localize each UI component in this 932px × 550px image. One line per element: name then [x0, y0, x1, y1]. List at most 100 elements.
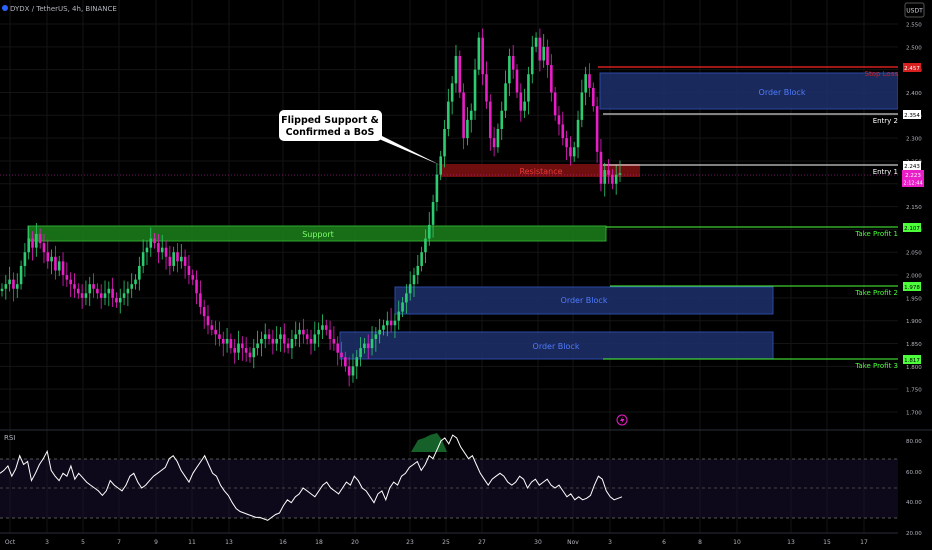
- time-tick-label: 30: [534, 539, 542, 546]
- candle-body: [557, 115, 561, 125]
- time-tick-label: 8: [698, 539, 702, 546]
- candle-body: [252, 348, 256, 358]
- candle-body: [153, 238, 156, 244]
- price-tick-label: 2.550: [906, 23, 922, 29]
- candle-body: [126, 288, 130, 294]
- time-tick-label: 15: [823, 539, 831, 546]
- candle-body: [599, 151, 603, 184]
- candle-body: [401, 302, 404, 312]
- time-axis[interactable]: Oct 3 5 7 9 11 13 16 18 20 23 25 27 30 Nov 3 6 8 10 13 15 17: [5, 539, 868, 546]
- candle-body: [359, 348, 362, 358]
- candle-body: [0, 288, 4, 292]
- candle-body: [317, 329, 320, 335]
- quote-currency-button[interactable]: [904, 2, 925, 18]
- time-tick-label: 27: [478, 539, 486, 546]
- candle-body: [496, 128, 500, 148]
- candle-body: [611, 174, 614, 184]
- candle-body: [355, 357, 359, 367]
- candle-body: [31, 238, 34, 248]
- candle-body: [469, 110, 473, 120]
- time-tick-label: 18: [315, 539, 323, 546]
- candle-body: [550, 65, 553, 93]
- candle-body: [38, 233, 42, 244]
- candle-body: [103, 293, 107, 298]
- candle-body: [42, 243, 46, 253]
- candle-body: [450, 83, 454, 102]
- candle-body: [427, 224, 431, 239]
- candle-body: [607, 170, 610, 175]
- callout-pointer: [372, 136, 440, 165]
- candle-body: [385, 320, 389, 326]
- lightning-glyph: [620, 416, 625, 425]
- candle-body: [561, 124, 565, 139]
- candle-body: [416, 265, 420, 276]
- candle-body: [267, 334, 271, 339]
- candle-body: [523, 101, 526, 111]
- order-block-low-label: Order Block: [533, 342, 580, 351]
- time-tick-label: 20: [351, 539, 359, 546]
- candle-body: [397, 311, 401, 321]
- candle-body: [8, 279, 11, 285]
- candle-body: [176, 252, 179, 262]
- candle-body: [511, 55, 515, 70]
- candle-body: [160, 247, 164, 253]
- take-profit-2-label: Take Profit 2: [854, 289, 898, 297]
- candle-body: [420, 252, 423, 266]
- rsi-tick-label: 20.00: [906, 531, 922, 537]
- candle-body: [347, 366, 351, 376]
- candle-body: [164, 247, 168, 257]
- candle-body: [618, 173, 622, 175]
- candle-body: [69, 279, 72, 285]
- candle-body: [88, 284, 92, 294]
- candle-body: [374, 334, 378, 339]
- price-tick-label: 2.500: [906, 45, 922, 51]
- candle-body: [233, 348, 237, 353]
- stop-loss-label: Stop Loss: [865, 70, 899, 78]
- candle-body: [12, 279, 15, 289]
- time-tick-label: 17: [860, 539, 868, 546]
- entry-1-price: 2.243: [904, 164, 920, 170]
- candle-body: [473, 69, 477, 111]
- candle-body: [603, 170, 607, 184]
- candle-body: [515, 69, 519, 93]
- current-price: 2.223: [905, 173, 921, 179]
- candle-body: [290, 338, 294, 349]
- candle-body: [157, 243, 160, 253]
- candle-body: [466, 119, 469, 139]
- candle-body: [210, 325, 214, 330]
- time-tick-label: 10: [733, 539, 741, 546]
- price-tick-label: 1.950: [906, 296, 922, 302]
- candle-body: [328, 329, 332, 339]
- stop-loss-price: 2.457: [904, 66, 920, 72]
- time-tick-label: Nov: [567, 539, 579, 546]
- candle-body: [248, 352, 252, 358]
- candle-body: [389, 320, 393, 326]
- candle-body: [588, 74, 591, 88]
- candle-body: [35, 233, 38, 248]
- candle-body: [282, 334, 286, 344]
- entry-2-tag: [903, 110, 921, 119]
- candle-body: [382, 325, 385, 330]
- lightning-icon[interactable]: [616, 414, 628, 426]
- candle-body: [92, 284, 95, 289]
- candle-body: [534, 37, 538, 47]
- time-tick-label: 9: [154, 539, 158, 546]
- candle-body: [199, 293, 202, 308]
- candle-body: [221, 338, 225, 344]
- take-profit-2-price: 1.978: [904, 285, 920, 291]
- candle-body: [351, 366, 355, 376]
- candle-body: [302, 329, 305, 335]
- candle-body: [46, 252, 50, 262]
- support-zone: [27, 225, 607, 242]
- candle-body: [275, 338, 278, 344]
- candle-body: [149, 238, 153, 248]
- time-tick-label: Oct: [5, 539, 16, 546]
- candle-body: [488, 101, 492, 139]
- candle-body: [27, 238, 31, 253]
- candle-body: [172, 252, 175, 266]
- candle-body: [424, 238, 427, 253]
- candle-body: [393, 320, 397, 326]
- candle-body: [492, 138, 496, 148]
- rsi-label: RSI: [4, 434, 15, 442]
